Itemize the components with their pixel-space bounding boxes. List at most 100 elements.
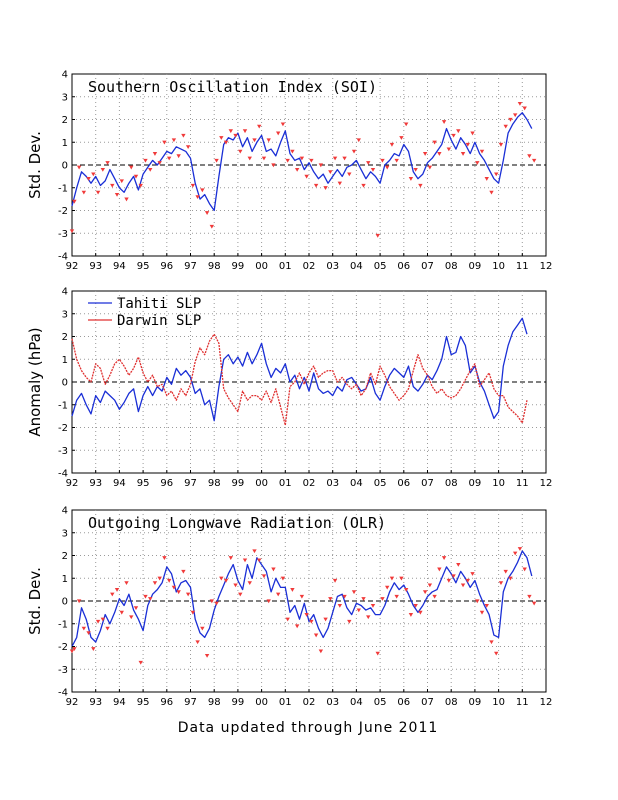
olr-x-tick-label: 99	[232, 697, 245, 708]
soi-data-point	[209, 224, 215, 229]
olr-data-point	[238, 592, 243, 597]
soi-data-point	[456, 129, 461, 134]
olr-y-tick-label: 2	[62, 551, 68, 562]
olr-data-point	[370, 603, 376, 608]
soi-data-point	[512, 113, 518, 118]
soi-data-point	[323, 186, 328, 190]
soi-data-point	[328, 170, 333, 175]
soi-x-tick-label: 92	[66, 261, 79, 272]
soi-y-tick-label: 0	[62, 161, 68, 172]
soi-y-tick-label: -3	[58, 229, 68, 240]
olr-data-point	[223, 578, 229, 583]
olr-data-point	[171, 585, 177, 590]
olr-data-point	[219, 576, 224, 581]
soi-x-tick-label: 07	[421, 261, 434, 272]
olr-data-point	[294, 624, 300, 629]
soi-x-ticks: 92 93 94 95 96 97 98 99 00 01 02 03 04 05 06 07 08 09 10 11…	[66, 253, 552, 272]
olr-data-point	[72, 647, 77, 651]
olr-data-point	[460, 583, 466, 588]
soi-data-point	[275, 131, 281, 136]
legend-tahiti-label: Tahiti SLP	[117, 296, 201, 312]
slp-x-tick-label: 01	[279, 478, 292, 489]
soi-data-point	[223, 140, 229, 145]
soi-data-point	[119, 179, 124, 184]
olr-data-point	[290, 588, 295, 592]
slp-x-tick-label: 05	[374, 478, 387, 489]
soi-data-point	[233, 133, 238, 138]
soi-data-point	[200, 188, 205, 193]
olr-data-point	[313, 633, 319, 638]
olr-data-point	[261, 574, 267, 579]
olr-data-point	[422, 590, 428, 595]
soi-data-point	[375, 233, 380, 238]
olr-data-point	[318, 649, 324, 654]
slp-x-tick-label: 95	[137, 478, 150, 489]
soi-data-point	[399, 136, 404, 140]
slp-x-ticks: 92 93 94 95 96 97 98 99 00 01 02 03 04 05 06 07 08 09 10 11…	[66, 470, 552, 489]
soi-data-point	[498, 142, 504, 147]
olr-data-point	[110, 592, 115, 597]
olr-data-point	[152, 581, 158, 585]
soi-data-point	[162, 140, 167, 145]
olr-data-point	[413, 603, 418, 608]
soi-x-tick-label: 98	[208, 261, 221, 272]
soi-data-point	[166, 156, 172, 161]
olr-data-point	[375, 651, 380, 656]
soi-data-point	[475, 161, 480, 165]
slp-x-tick-label: 10	[492, 478, 505, 489]
soi-data-point	[129, 165, 134, 170]
olr-data-point	[456, 563, 461, 567]
olr-x-tick-label: 94	[113, 697, 126, 708]
olr-data-point	[475, 599, 480, 604]
olr-data-point	[337, 603, 343, 608]
olr-y-tick-label: 0	[62, 597, 68, 608]
soi-data-point	[91, 172, 96, 177]
soi-x-tick-label: 02	[303, 261, 316, 272]
olr-data-point	[91, 647, 96, 651]
slp-x-tick-label: 06	[397, 478, 410, 489]
soi-data-point	[522, 106, 527, 111]
soi-data-point	[261, 156, 267, 161]
slp-x-tick-label: 03	[326, 478, 339, 489]
soi-data-point	[489, 190, 494, 195]
slp-x-tick-label: 98	[208, 478, 221, 489]
soi-y-tick-label: -1	[58, 183, 68, 194]
olr-data-point	[143, 594, 148, 599]
soi-data-point	[280, 122, 286, 127]
soi-data-point	[114, 192, 120, 197]
soi-data-point	[69, 229, 75, 234]
soi-y-tick-label: -4	[58, 252, 68, 263]
soi-x-tick-label: 09	[469, 261, 482, 272]
soi-grid	[72, 74, 546, 256]
slp-y-ticks: 4 3 2 1 0 -1 -2 -3 -4	[58, 287, 75, 480]
olr-data-point	[508, 576, 513, 581]
soi-data-point	[527, 154, 532, 159]
soi-data-point	[503, 124, 508, 129]
soi-data-point	[228, 129, 233, 134]
soi-data-point	[446, 147, 452, 152]
olr-data-point	[242, 558, 248, 563]
olr-y-ticks: 4 3 2 1 0 -1 -2 -3 -4	[58, 506, 75, 699]
slp-x-tick-label: 96	[160, 478, 173, 489]
soi-data-point	[418, 183, 423, 188]
olr-data-point	[95, 619, 101, 624]
slp-x-tick-label: 92	[66, 478, 79, 489]
soi-data-point	[76, 165, 82, 170]
soi-data-point	[214, 158, 219, 163]
olr-data-point	[129, 615, 134, 620]
olr-data-point	[280, 576, 286, 581]
olr-data-point	[86, 631, 91, 636]
olr-data-point	[470, 572, 475, 576]
slp-grid	[72, 291, 546, 473]
soi-y-tick-label: 4	[62, 70, 68, 81]
soi-data-point	[309, 158, 314, 163]
legend-darwin-label: Darwin SLP	[117, 313, 201, 329]
olr-data-point	[385, 585, 390, 590]
olr-data-point	[257, 558, 262, 563]
soi-data-point	[370, 167, 376, 172]
soi-data-point	[171, 138, 177, 143]
soi-data-point	[508, 117, 513, 122]
olr-data-point	[124, 581, 129, 585]
slp-x-tick-label: 09	[469, 478, 482, 489]
soi-x-tick-label: 11	[516, 261, 529, 272]
